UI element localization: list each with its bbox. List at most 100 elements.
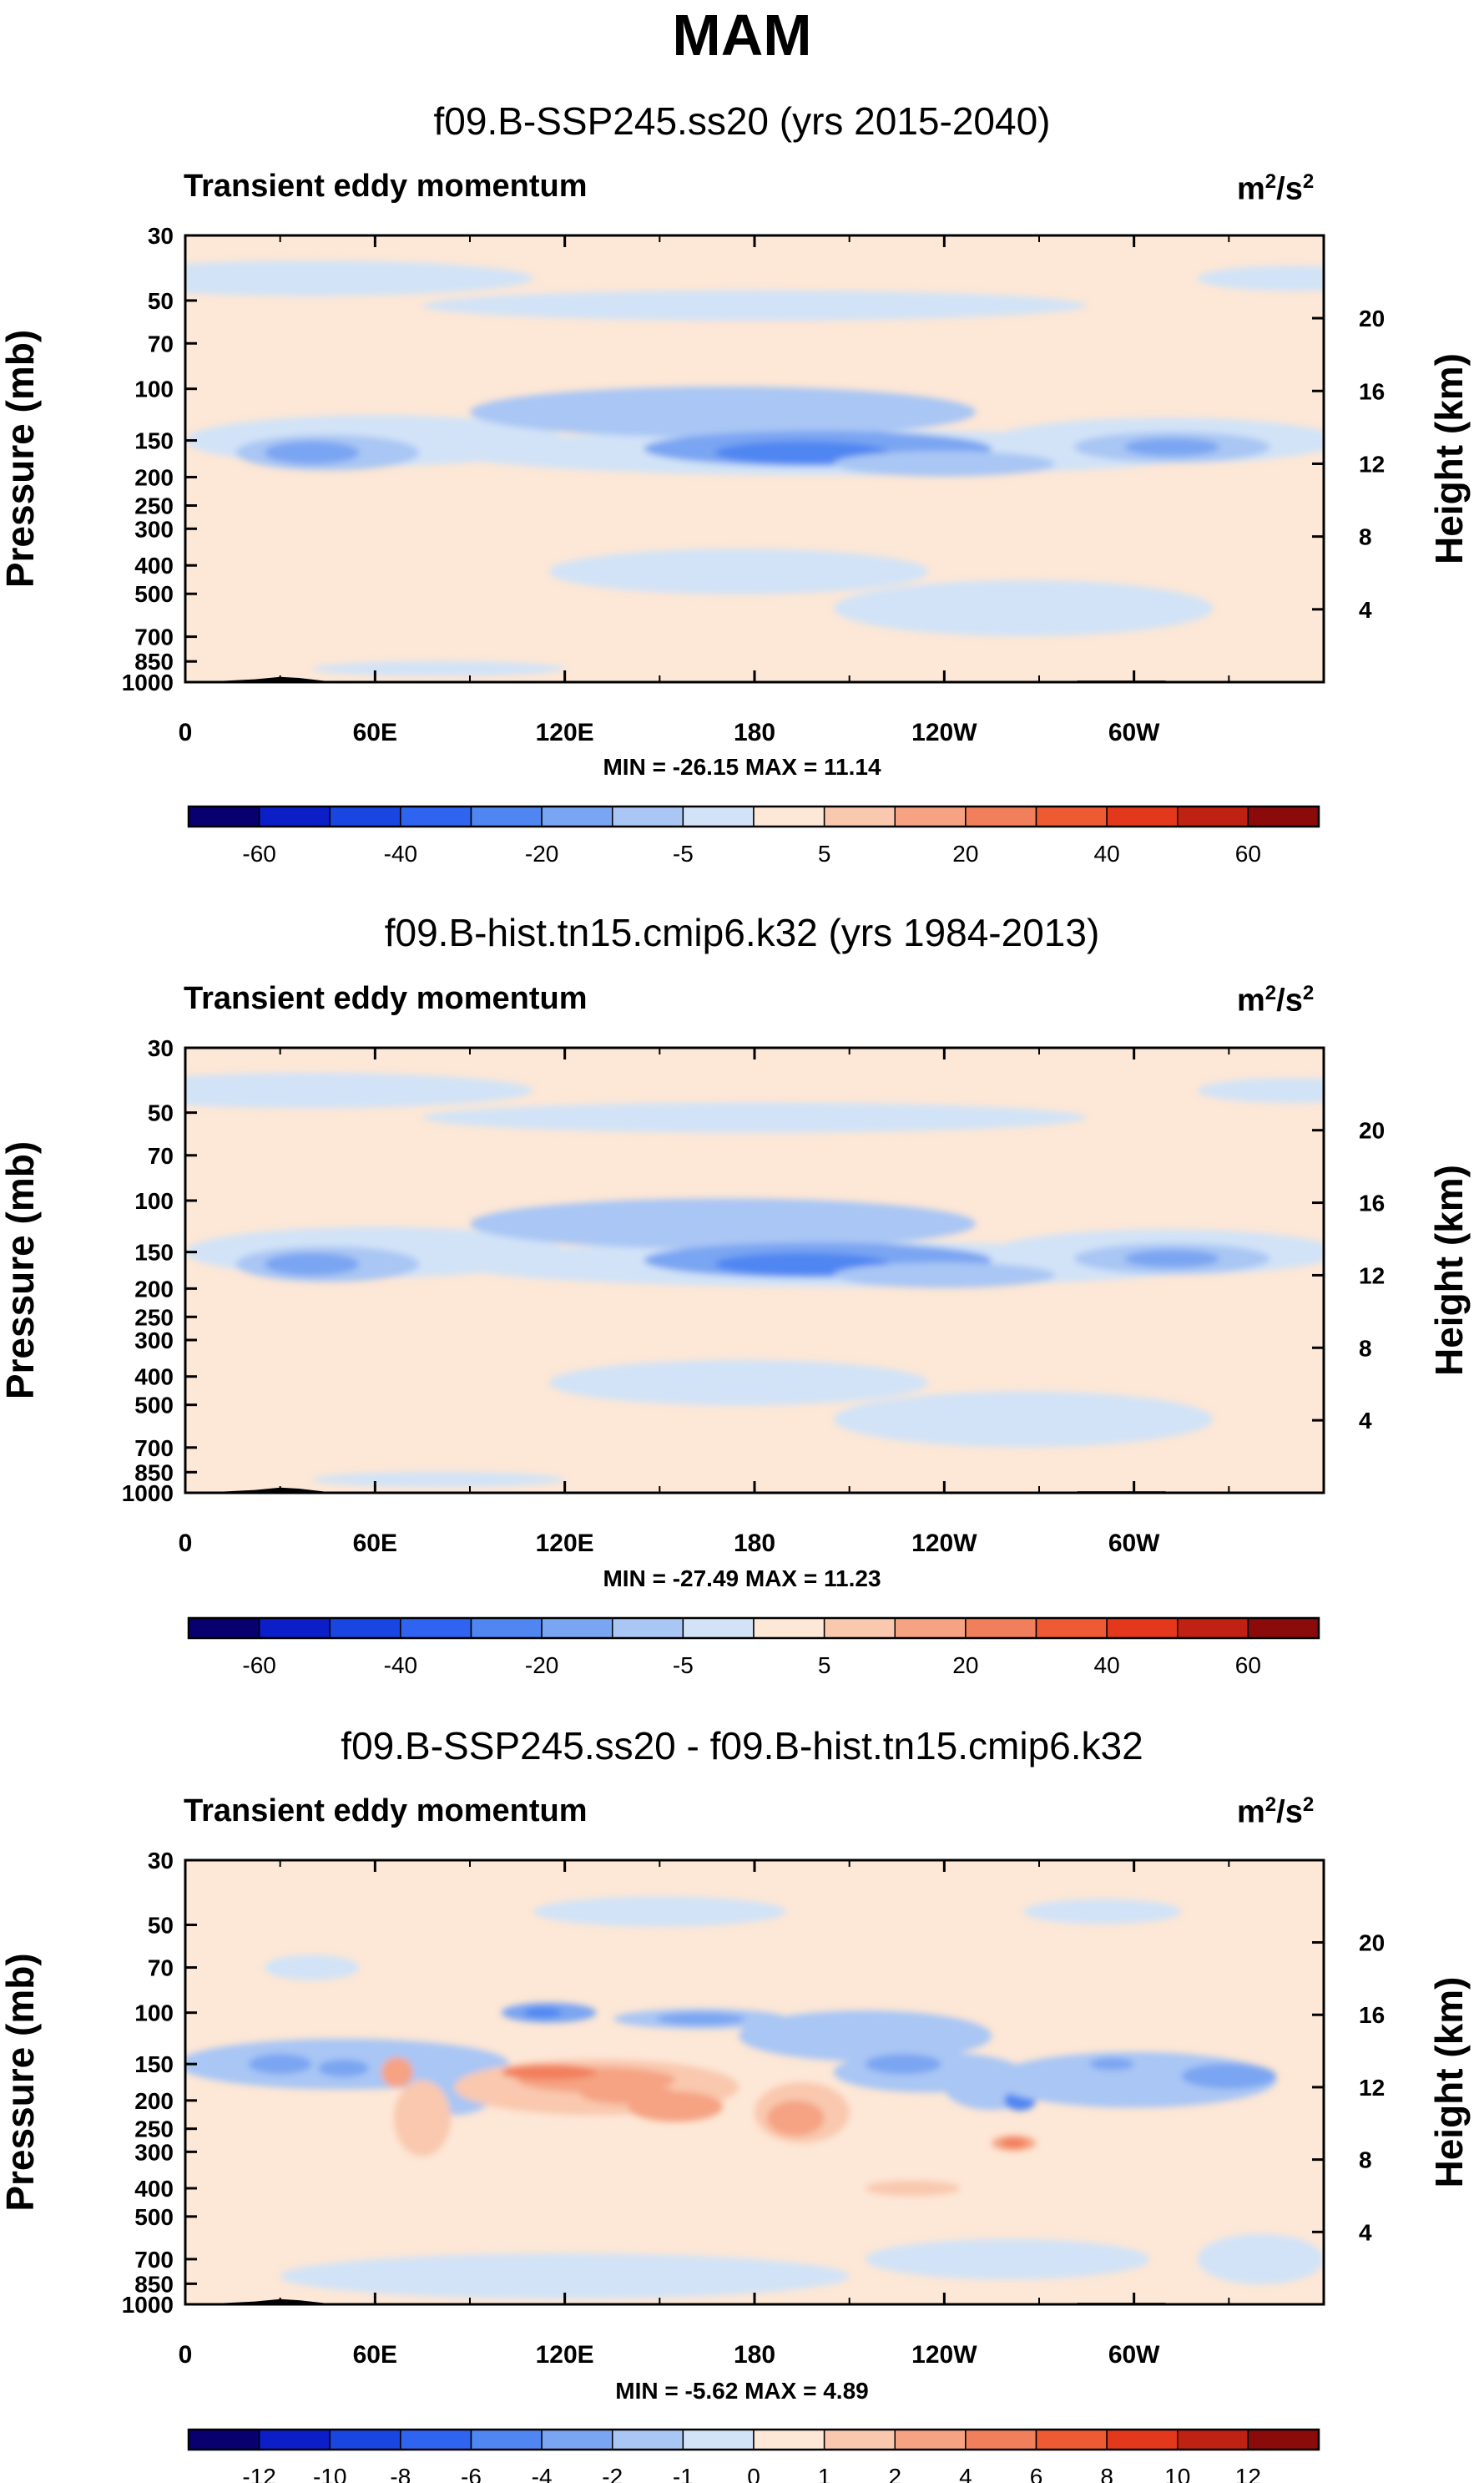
y2-axis-label: Height (km) [1427, 353, 1471, 564]
colorbar-swatch [400, 1617, 472, 1639]
colorbar-swatch [1247, 1617, 1320, 1639]
panel-3-contour-region [739, 2010, 992, 2061]
y-axis-label: Pressure (mb) [0, 330, 42, 588]
colorbar-label: -40 [384, 841, 417, 867]
y2-tick-label: 16 [1359, 378, 1385, 404]
colorbar-swatch [1247, 2429, 1320, 2450]
y-tick-label: 30 [148, 1035, 174, 1061]
y-tick-label: 300 [134, 1327, 174, 1353]
colorbar-swatch [612, 806, 684, 827]
y-tick-label: 150 [134, 428, 174, 454]
panel-3-units: m2/s2 [1237, 1793, 1314, 1831]
panel-3-contour-region [501, 2064, 597, 2081]
panel-2-contour-region [311, 1471, 565, 1488]
colorbar-swatch [965, 2429, 1037, 2450]
panel-1-colorbar: -60 -40 -20 -5 5 20 40 60 [187, 805, 1320, 867]
panel-3-units-base: m [1237, 1794, 1265, 1830]
colorbar-swatch [258, 2429, 331, 2450]
y2-tick-label: 20 [1359, 1118, 1385, 1144]
x-tick-label: 120W [911, 2341, 977, 2369]
y-tick-label: 50 [148, 288, 174, 314]
colorbar-swatch [470, 806, 543, 827]
x-tick-label: 60W [1108, 719, 1160, 746]
panel-2-contour-region [1197, 1077, 1324, 1104]
panel-2-units: m2/s2 [1237, 982, 1314, 1019]
colorbar-label: -4 [532, 2464, 553, 2483]
panel-3-contour-region [1001, 2137, 1027, 2148]
y-tick-label: 400 [134, 1364, 174, 1390]
colorbar-label: -20 [525, 1652, 558, 1678]
panel-3-min-max: MIN = -5.62 MAX = 4.89 [615, 2378, 869, 2404]
panel-3-contour-region [628, 2091, 724, 2122]
x-tick-label: 0 [179, 2341, 193, 2369]
colorbar-swatch [541, 806, 613, 827]
panel-1-contour-region [264, 441, 360, 464]
colorbar-swatch [823, 2429, 896, 2450]
y-tick-label: 400 [134, 553, 174, 579]
colorbar-label: 60 [1235, 1652, 1261, 1678]
figure-title: MAM [672, 3, 812, 68]
panel-3-contour-region [1007, 2179, 1134, 2210]
panel-2-variable-label: Transient eddy momentum [184, 981, 588, 1016]
panel-2-units-base: m [1237, 983, 1265, 1019]
x-tick-label: 60W [1108, 2341, 1160, 2369]
y-tick-label: 500 [134, 581, 174, 607]
colorbar-label: 40 [1094, 841, 1120, 867]
panel-3-contour-region [533, 1896, 786, 1927]
panel-1-contour-region [833, 579, 1214, 637]
y-tick-label: 300 [134, 2139, 174, 2165]
colorbar-label: 5 [818, 841, 831, 867]
colorbar-swatch [1247, 806, 1320, 827]
y2-tick-label: 4 [1359, 597, 1372, 623]
colorbar-swatch [1177, 2429, 1249, 2450]
y-tick-label: 200 [134, 464, 174, 490]
colorbar-label: -40 [384, 1652, 417, 1678]
colorbar-swatch [541, 1617, 613, 1639]
panel-1-contour-region [1197, 265, 1324, 291]
panel-2-contour-region [185, 1072, 533, 1109]
panel-3-contour-region [264, 1955, 360, 1980]
colorbar-label: -5 [673, 841, 694, 867]
colorbar-label: 1 [818, 2464, 831, 2483]
panel-2-units-exp2: 2 [1302, 982, 1315, 1004]
x-tick-label: 0 [179, 1530, 193, 1557]
panel-2-contour-region [548, 1359, 929, 1406]
panel-1-contour-region [422, 290, 1087, 321]
y2-tick-label: 4 [1359, 1408, 1372, 1434]
colorbar-label: 6 [1030, 2464, 1043, 2483]
y-tick-label: 250 [134, 493, 174, 518]
colorbar-label: 20 [952, 1652, 978, 1678]
colorbar-swatch [400, 806, 472, 827]
x-tick-label: 0 [179, 719, 193, 746]
y2-tick-label: 16 [1359, 1191, 1385, 1216]
panel-2-contour-region [833, 1262, 1055, 1288]
panel-3-contour-region [248, 2054, 312, 2075]
colorbar-swatch [400, 2429, 472, 2450]
panel-1-contour-region [311, 660, 565, 677]
y-tick-label: 70 [148, 1955, 174, 1981]
y2-tick-label: 20 [1359, 1930, 1385, 1956]
colorbar-label: -5 [673, 1652, 694, 1678]
colorbar-swatch [188, 1617, 260, 1639]
colorbar-swatch [965, 806, 1037, 827]
colorbar-label: 40 [1094, 1652, 1120, 1678]
colorbar-swatch [1177, 1617, 1249, 1639]
y-tick-label: 100 [134, 2000, 174, 2026]
colorbar-swatch [894, 2429, 967, 2450]
y-tick-label: 250 [134, 2116, 174, 2142]
panel-1-contour-region [833, 451, 1055, 477]
panel-3-colorbar: -12 -10 -8 -6 -4 -2 -1 0 1 2 4 6 8 10 12 [187, 2428, 1320, 2483]
colorbar-swatch [753, 1617, 825, 1639]
y-tick-label: 850 [134, 1459, 174, 1485]
colorbar-swatch [1035, 1617, 1108, 1639]
colorbar-label: 0 [747, 2464, 760, 2483]
y-tick-label: 1000 [122, 1480, 174, 1506]
y2-tick-label: 8 [1359, 2147, 1372, 2173]
panel-2-min-max: MIN = -27.49 MAX = 11.23 [603, 1565, 881, 1591]
x-tick-label: 180 [734, 719, 775, 746]
panel-3-units-mid: /s [1276, 1794, 1303, 1830]
panel-2-topography [210, 1487, 363, 1493]
panel-3-units-exp1: 2 [1264, 1793, 1277, 1816]
colorbar-label: -6 [461, 2464, 482, 2483]
